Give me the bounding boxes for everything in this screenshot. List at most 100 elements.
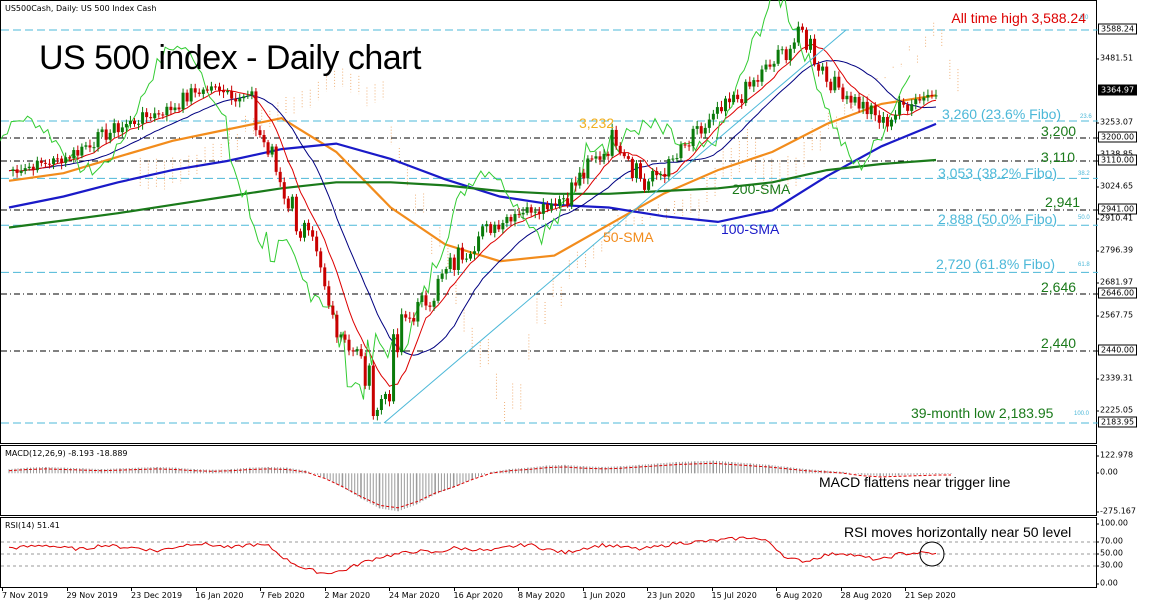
candle-body <box>201 89 205 94</box>
candle-body <box>100 129 104 133</box>
candle-body <box>157 113 161 115</box>
candle-body <box>930 94 934 96</box>
low-label: 39-month low 2,183.95 <box>911 405 1054 421</box>
candle-body <box>15 169 19 173</box>
candle-body <box>582 172 586 179</box>
candle-body <box>889 119 893 127</box>
date-tick: 7 Feb 2020 <box>260 588 305 600</box>
candle-body <box>914 99 918 105</box>
candle-body <box>213 86 217 88</box>
candle-body <box>323 267 327 287</box>
price-tick: 2567.75 <box>1095 310 1134 320</box>
candle-body <box>128 120 132 124</box>
date-tick: 6 Aug 2020 <box>776 588 823 600</box>
candle-body <box>643 178 647 190</box>
candle-body <box>865 101 869 115</box>
candle-body <box>153 113 157 119</box>
candle-body <box>768 64 772 67</box>
date-tick: 16 Jan 2020 <box>195 588 244 600</box>
price-tick-box: 2183.95 <box>1098 416 1138 428</box>
price-tick-box: 3364.97 <box>1098 84 1138 96</box>
candle-body <box>881 116 885 123</box>
candle-body <box>266 142 270 155</box>
candle-body <box>149 117 153 119</box>
date-tick: 2 Mar 2020 <box>324 588 371 600</box>
macd-header: MACD(12,26,9) -8.193 -18.889 <box>5 449 128 458</box>
candle-body <box>788 48 792 61</box>
candle-body <box>39 160 43 163</box>
rsi-y-axis: 100.00 70.00 50.00 30.00 0.00 <box>1096 517 1149 588</box>
tenkan-line <box>8 43 937 387</box>
candle-body <box>687 145 691 147</box>
candle-body <box>590 158 594 160</box>
candle-body <box>468 253 472 259</box>
candle-body <box>918 99 922 101</box>
candle-body <box>477 236 481 252</box>
date-tick: 7 Nov 2019 <box>2 588 49 600</box>
candle-body <box>792 42 796 49</box>
candle-body <box>898 101 902 115</box>
candle-body <box>383 393 387 399</box>
candle-body <box>602 153 606 160</box>
price-tick-box: 2941.00 <box>1098 203 1138 215</box>
candle-body <box>813 38 817 65</box>
candle-body <box>553 203 557 206</box>
candle-body <box>47 163 51 165</box>
candle-body <box>392 334 396 402</box>
candle-body <box>574 182 578 186</box>
candle-body <box>744 81 748 103</box>
candle-body <box>60 158 64 163</box>
candle-body <box>756 80 760 82</box>
candle-body <box>521 212 525 215</box>
level-3110-label: 3,110 <box>1041 149 1075 165</box>
candle-body <box>663 173 667 177</box>
candle-body <box>922 97 926 101</box>
price-tick: 3481.51 <box>1095 53 1134 63</box>
candle-body <box>230 91 234 99</box>
candle-body <box>416 301 420 322</box>
candle-body <box>31 166 35 171</box>
candle-body <box>432 300 436 307</box>
candle-body <box>885 116 889 127</box>
candle-body <box>217 86 221 91</box>
candle-body <box>752 80 756 87</box>
candle-body <box>719 107 723 112</box>
date-tick: 28 Aug 2020 <box>840 588 892 600</box>
candle-body <box>837 76 841 88</box>
candle-body <box>222 90 226 93</box>
candle-body <box>618 145 622 153</box>
price-tick: 3024.65 <box>1095 181 1134 191</box>
candle-body <box>614 129 618 146</box>
candle-body <box>671 158 675 160</box>
candle-body <box>440 273 444 279</box>
candle-body <box>707 119 711 128</box>
price-tick-box: 3110.00 <box>1098 154 1138 166</box>
candle-body <box>319 251 323 268</box>
price-y-axis: 3588.24 3481.51 3364.97 3253.07 3200.00 3138.… <box>1095 0 1149 444</box>
candle-body <box>315 236 319 252</box>
candle-body <box>23 168 27 171</box>
candle-body <box>780 49 784 51</box>
price-tick: 3253.07 <box>1095 117 1134 127</box>
candle-body <box>525 207 529 213</box>
price-tick: 3138.85 <box>1095 150 1133 159</box>
macd-tick: 0.00 <box>1096 467 1118 477</box>
candle-body <box>594 156 598 159</box>
candle-body <box>562 198 566 200</box>
candle-body <box>841 87 845 100</box>
candle-body <box>189 88 193 102</box>
candle-body <box>294 196 298 232</box>
price-chart-panel: US500Cash, Daily: US 500 Index Cash US 5… <box>0 0 1098 444</box>
candle-body <box>35 160 39 171</box>
candle-body <box>327 286 331 306</box>
candle-body <box>481 226 485 237</box>
candle-body <box>873 105 877 116</box>
candle-body <box>679 144 683 159</box>
candle-body <box>428 305 432 307</box>
date-tick: 23 Jun 2020 <box>647 588 696 600</box>
candle-body <box>549 203 553 210</box>
candle-body <box>829 81 833 91</box>
macd-tick: 122.978 <box>1095 450 1134 460</box>
candle-body <box>250 91 254 96</box>
candle-body <box>169 106 173 111</box>
